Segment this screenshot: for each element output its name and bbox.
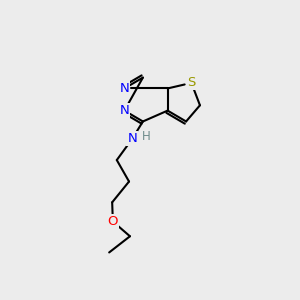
Text: S: S: [187, 76, 196, 89]
Text: N: N: [119, 104, 129, 117]
Text: H: H: [142, 130, 151, 142]
Text: N: N: [128, 132, 137, 145]
Text: O: O: [108, 215, 118, 228]
Text: N: N: [119, 82, 129, 95]
